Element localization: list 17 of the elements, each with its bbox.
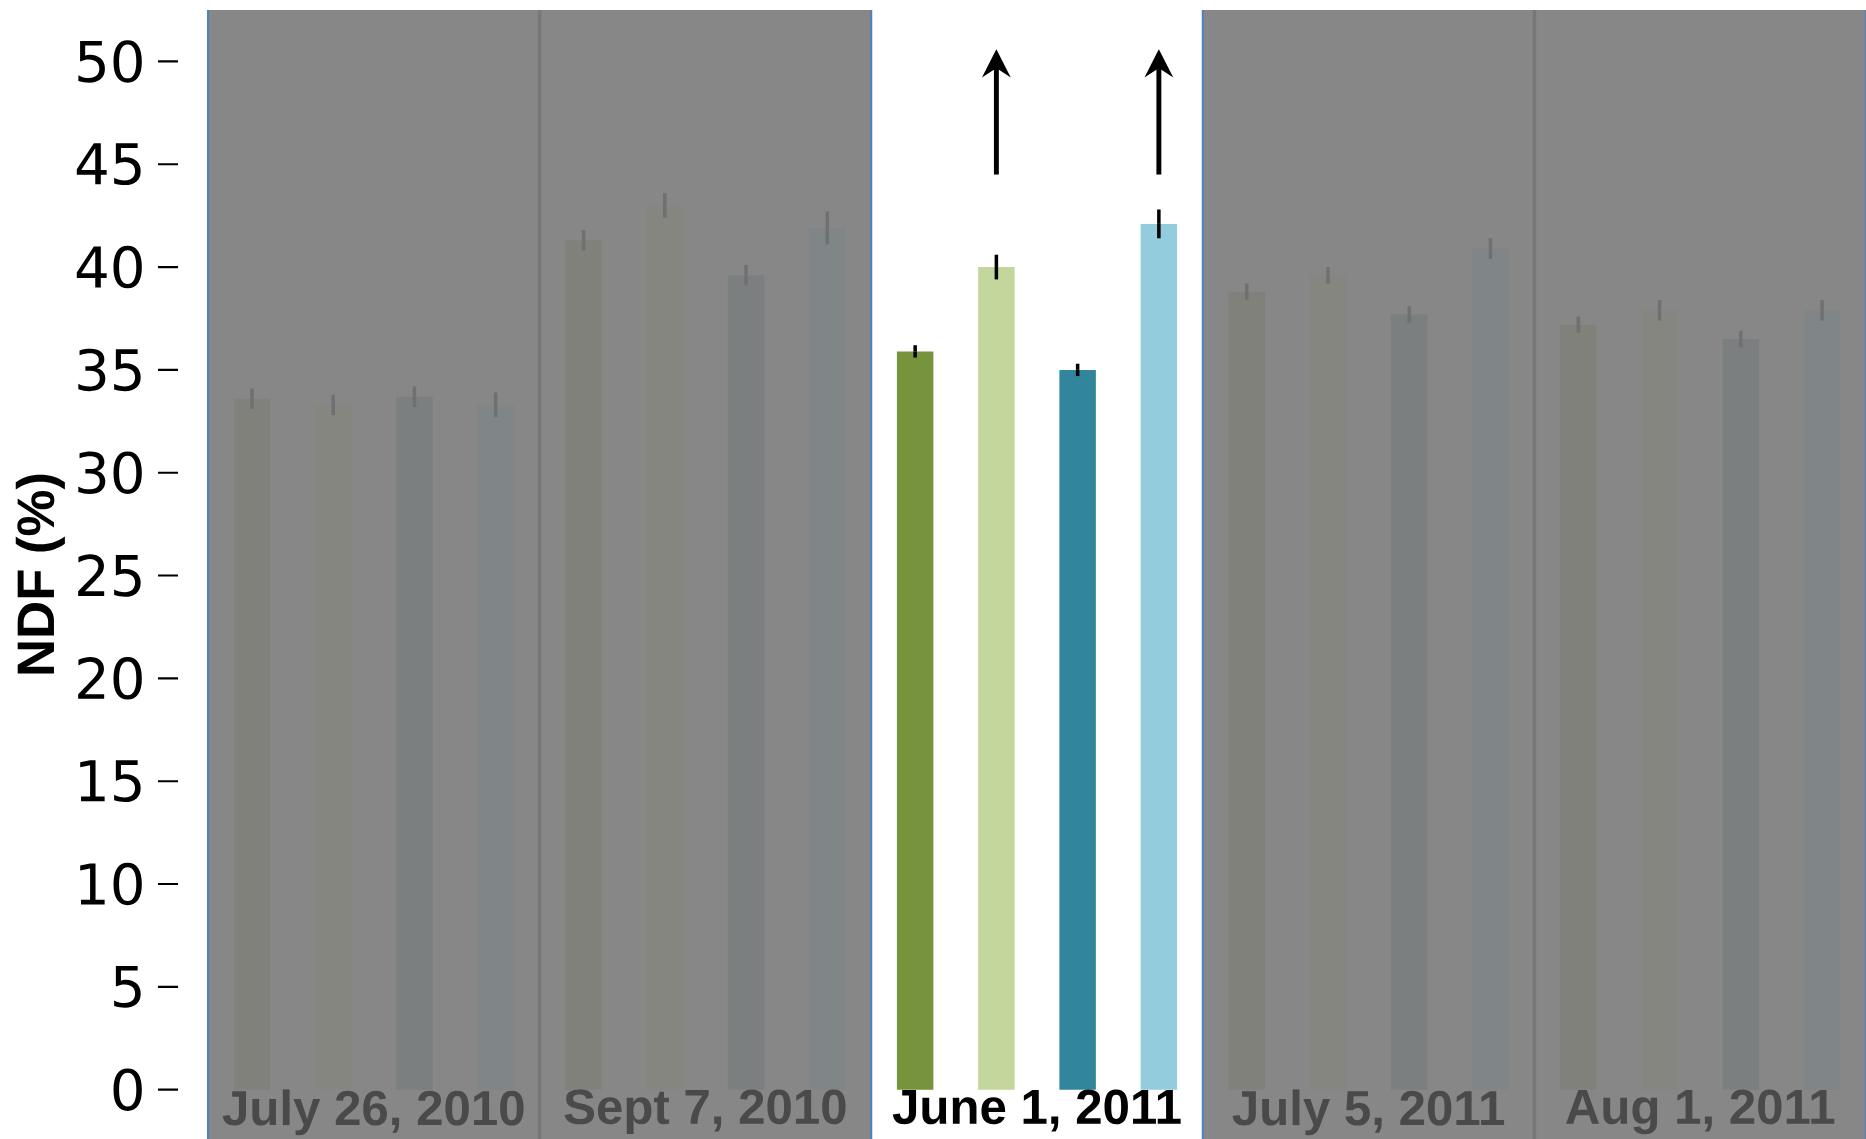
y-tick-label: 25 (78, 554, 141, 597)
y-tick-label: 30 (78, 451, 142, 494)
y-tick-label: 40 (76, 245, 142, 289)
y-tick-label: 35 (78, 348, 141, 392)
y-tick-label: 45 (76, 143, 141, 186)
x-tick-label: Sept 7, 2010 (564, 1089, 846, 1134)
x-tick-label: Aug 1, 2011 (1566, 1089, 1835, 1135)
y-axis-title: NDF (%) (15, 474, 65, 674)
x-tick-label: July 5, 2011 (1232, 1089, 1505, 1136)
y-tick-label: 50 (78, 40, 142, 83)
y-tick-label: 5 (114, 965, 141, 1008)
y-tick-label: 15 (80, 760, 141, 803)
y-tick-label: 10 (80, 862, 142, 906)
x-tick-label: July 26, 2010 (222, 1089, 524, 1136)
y-tick-label: 20 (78, 657, 142, 700)
x-tick-label: June 1, 2011 (892, 1089, 1181, 1132)
y-tick-label: 0 (113, 1068, 142, 1111)
